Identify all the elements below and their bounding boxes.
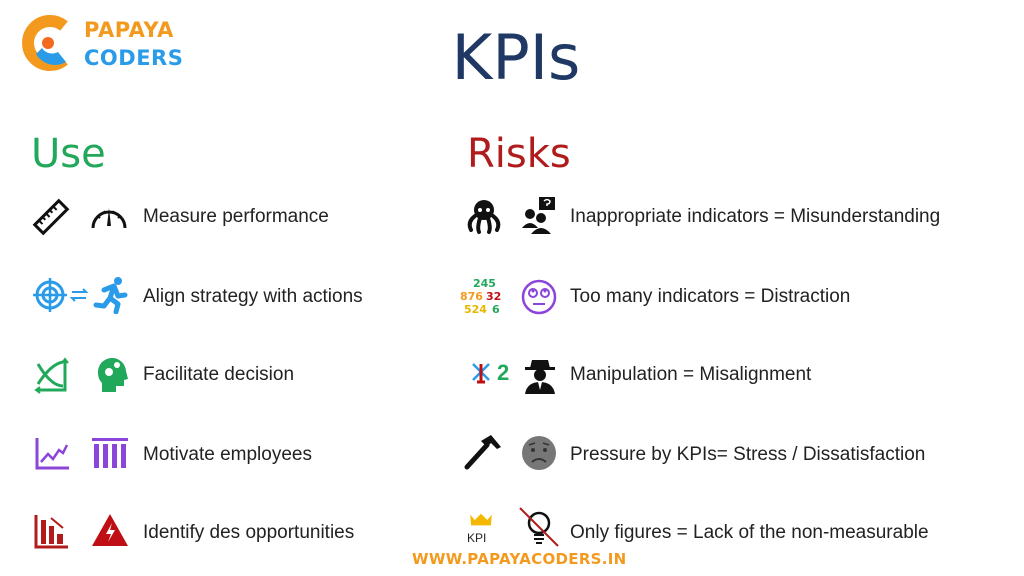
use-item-label: Facilitate decision — [143, 364, 295, 385]
numbers-jumble-icon: 245 876 32 524 6 — [460, 278, 510, 316]
running-person-icon — [93, 277, 128, 314]
use-item-label: Motivate employees — [143, 444, 312, 465]
use-item-label: Measure performance — [143, 206, 329, 227]
logo-line1: PAPAYA — [84, 18, 174, 42]
ruler-icon — [32, 198, 70, 236]
risk-item-label: Too many indicators = Distraction — [570, 286, 851, 307]
risk-item-label: Pressure by KPIs= Stress / Dissatisfacti… — [570, 444, 926, 465]
use-heading: Use — [31, 131, 106, 177]
logo: PAPAYA CODERS — [22, 14, 202, 74]
cheering-group-icon — [92, 438, 128, 468]
eye-roll-face-icon — [521, 279, 557, 315]
footer-website: WWW.PAPAYACODERS.IN — [412, 550, 627, 568]
replacement-number: 2 — [497, 360, 510, 385]
people-question-icon — [522, 197, 555, 234]
crossing-chart-icon — [34, 357, 69, 394]
gauge-icon — [91, 208, 127, 229]
numbers-jumble-text: 245 — [473, 277, 496, 290]
jumble-digits-b: 32 — [486, 290, 502, 303]
crossed-bulb-icon — [519, 507, 559, 547]
jumble-digits-d: 6 — [492, 303, 500, 316]
head-gears-icon — [97, 357, 128, 392]
page-title: KPIs — [451, 21, 581, 94]
risks-heading: Risks — [467, 131, 571, 177]
warning-icon — [92, 514, 128, 546]
worried-face-icon — [522, 436, 556, 470]
kpi-label: KPI — [467, 531, 487, 545]
crossed-one-icon — [472, 363, 490, 384]
target-icon — [33, 278, 89, 312]
use-item-label: Align strategy with actions — [143, 286, 363, 307]
bar-chart-down-icon — [34, 515, 68, 549]
line-chart-up-icon — [35, 438, 69, 470]
risk-item-label: Inappropriate indicators = Misunderstand… — [570, 206, 941, 227]
jumble-digits-c: 524 — [464, 303, 487, 316]
logo-mark-icon — [22, 15, 68, 71]
use-item-label: Identify des opportunities — [143, 522, 355, 543]
risk-item-label: Only figures = Lack of the non-measurabl… — [570, 522, 929, 543]
jumble-digits-a: 876 — [460, 290, 483, 303]
crown-kpi-icon — [470, 513, 492, 526]
logo-line2: CODERS — [84, 46, 184, 70]
hammer-icon — [464, 435, 501, 470]
octopus-icon — [467, 200, 501, 234]
risk-item-label: Manipulation = Misalignment — [570, 364, 812, 385]
spy-icon — [525, 360, 555, 394]
